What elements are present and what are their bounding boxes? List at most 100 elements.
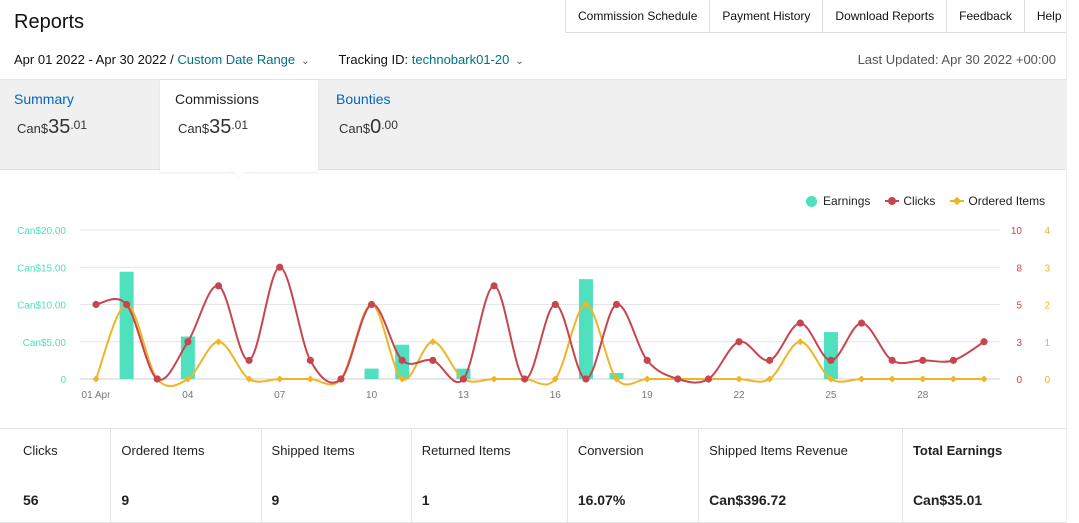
clicks-point: [674, 375, 682, 383]
y-right-ordered-tick-label: 4: [1044, 226, 1050, 237]
earnings-swatch-icon: [806, 195, 817, 207]
clicks-point: [490, 282, 498, 290]
clicks-point: [919, 356, 927, 364]
clicks-point: [521, 375, 529, 383]
stat-ordered-items: Ordered Items 9: [111, 429, 262, 522]
clicks-point: [888, 356, 896, 364]
clicks-point: [796, 319, 804, 327]
stat-total-earnings: Total Earnings Can$35.01: [903, 429, 1066, 522]
ordered-items-point: [735, 375, 743, 383]
y-right-clicks-tick-label: 3: [1016, 338, 1022, 349]
nav-commission-schedule[interactable]: Commission Schedule: [566, 0, 711, 32]
ordered-items-point: [857, 375, 866, 383]
ordered-items-point: [184, 375, 192, 383]
chevron-down-icon[interactable]: ⌄: [515, 56, 524, 67]
x-tick-label: 04: [182, 390, 194, 401]
ordered-items-point: [398, 375, 406, 383]
earnings-bar: [456, 368, 471, 379]
tracking-id-label: Tracking ID:: [338, 52, 409, 67]
clicks-line: [95, 266, 985, 384]
legend-clicks[interactable]: Clicks: [885, 194, 935, 208]
nav-payment-history[interactable]: Payment History: [710, 0, 824, 32]
clicks-point: [276, 263, 284, 271]
stats-row: Clicks 56 Ordered Items 9 Shipped Items …: [0, 428, 1066, 523]
page-scrollbar[interactable]: [1066, 0, 1079, 523]
nav-feedback[interactable]: Feedback: [947, 0, 1025, 32]
commissions-amount: Can$35.01: [178, 116, 249, 138]
y-right-ordered-tick-label: 3: [1044, 263, 1050, 274]
x-tick-label: 22: [733, 390, 745, 401]
stat-label: Shipped Items Revenue: [709, 443, 848, 458]
stat-label: Shipped Items: [271, 443, 355, 458]
x-tick-label: 13: [458, 390, 470, 401]
date-range-text: Apr 01 2022 - Apr 30 2022 /: [14, 52, 174, 67]
bounties-amount: Can$0.00: [339, 116, 398, 138]
clicks-point: [551, 300, 559, 309]
stat-label: Conversion: [577, 443, 644, 458]
ordered-items-point: [949, 375, 957, 383]
tab-summary-label[interactable]: Summary: [14, 91, 74, 107]
top-navigation: Commission Schedule Payment History Down…: [565, 0, 1075, 33]
ordered-items-point: [306, 375, 314, 383]
ordered-items-point: [919, 375, 927, 383]
summary-amount: Can$35.01: [17, 116, 88, 138]
y-left-tick-label: Can$10.00: [17, 301, 66, 312]
clicks-point: [766, 356, 774, 364]
earnings-bar: [578, 279, 593, 379]
ordered-swatch-icon: [950, 200, 965, 202]
y-right-ordered-tick-label: 1: [1044, 338, 1050, 349]
chart-legend: Earnings Clicks Ordered Items: [806, 194, 1045, 208]
legend-earnings[interactable]: Earnings: [806, 194, 870, 208]
y-left-tick-label: Can$5.00: [23, 338, 67, 349]
stat-label: Ordered Items: [121, 443, 205, 458]
x-tick-label: 28: [917, 390, 929, 401]
stat-returned-items: Returned Items 1: [412, 429, 568, 522]
y-right-clicks-tick-label: 8: [1016, 263, 1022, 274]
tracking-id-dropdown[interactable]: technobark01-20: [411, 52, 510, 67]
clicks-point: [367, 300, 376, 309]
y-left-tick-label: Can$20.00: [17, 226, 66, 237]
tab-summary[interactable]: Summary Can$35.01: [0, 80, 160, 169]
date-range-dropdown[interactable]: Custom Date Range: [177, 52, 296, 67]
x-tick-label: 01 Apr: [82, 390, 112, 401]
chevron-down-icon[interactable]: ⌄: [301, 56, 310, 67]
clicks-point: [337, 375, 345, 383]
ordered-items-point: [429, 338, 437, 346]
ordered-items-point: [827, 375, 835, 383]
stat-shipped-items: Shipped Items 9: [262, 429, 412, 522]
clicks-point: [184, 338, 192, 346]
nav-download-reports[interactable]: Download Reports: [823, 0, 948, 32]
tab-bounties-label[interactable]: Bounties: [336, 91, 391, 107]
ordered-items-point: [582, 300, 590, 309]
stat-clicks: Clicks 56: [0, 429, 112, 522]
stat-value: Can$35.01: [912, 492, 983, 508]
earnings-bar: [364, 368, 379, 379]
clicks-point: [153, 375, 161, 383]
tab-commissions-label[interactable]: Commissions: [175, 91, 260, 107]
clicks-point: [980, 338, 988, 346]
stat-conversion: Conversion 16.07%: [568, 429, 700, 522]
filter-bar: Apr 01 2022 - Apr 30 2022 / Custom Date …: [14, 52, 524, 67]
legend-ordered-items[interactable]: Ordered Items: [950, 194, 1045, 208]
ordered-items-point: [796, 338, 804, 346]
tab-commissions[interactable]: Commissions Can$35.01: [160, 80, 318, 172]
y-left-tick-label: 0: [60, 375, 66, 386]
x-tick-label: 07: [274, 390, 286, 401]
stat-value: 9: [121, 492, 130, 508]
clicks-point: [704, 375, 713, 383]
clicks-point: [857, 319, 866, 327]
clicks-point: [612, 300, 621, 309]
x-tick-label: 25: [825, 390, 837, 401]
y-right-ordered-tick-label: 0: [1044, 375, 1050, 386]
stat-label: Returned Items: [421, 443, 511, 458]
clicks-point: [306, 356, 314, 364]
clicks-point: [398, 356, 406, 364]
x-tick-label: 10: [366, 390, 378, 401]
y-right-clicks-tick-label: 0: [1016, 375, 1022, 386]
ordered-items-point: [643, 375, 651, 383]
stat-value: 9: [271, 492, 280, 508]
ordered-items-point: [766, 375, 774, 383]
tab-bounties[interactable]: Bounties Can$0.00: [320, 80, 480, 169]
stat-value: 1: [421, 492, 430, 508]
earnings-bar: [823, 332, 838, 379]
